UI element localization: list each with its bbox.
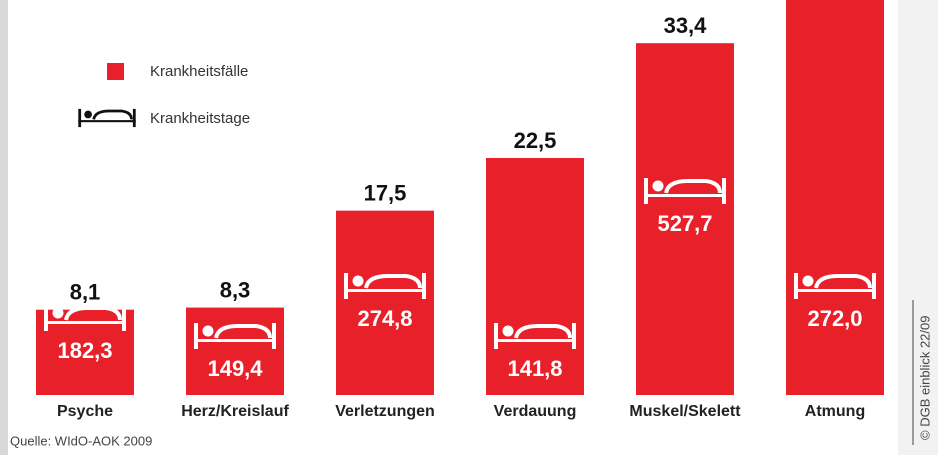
- bed-frame: [78, 120, 136, 123]
- value-label: 22,5: [514, 128, 557, 153]
- bar: [786, 0, 884, 396]
- right-strip: [898, 0, 938, 455]
- left-strip: [0, 0, 8, 455]
- value-label: 8,1: [70, 279, 101, 304]
- bed-head: [84, 110, 92, 119]
- bed-blanket: [64, 306, 122, 321]
- bed-blanket: [364, 274, 422, 289]
- bed-head: [352, 275, 364, 287]
- x-tick-label: Verdauung: [494, 403, 577, 420]
- x-tick-label: Herz/Kreislauf: [181, 403, 289, 420]
- bed-blanket: [214, 324, 272, 339]
- value-label: 8,3: [220, 277, 251, 302]
- bed-post: [644, 178, 648, 204]
- bed-post: [422, 273, 426, 299]
- x-tick-label: Muskel/Skelett: [629, 403, 741, 420]
- bed-icon: [644, 178, 726, 204]
- bed-frame: [44, 321, 126, 324]
- bed-blanket: [664, 179, 722, 194]
- bed-post: [722, 178, 726, 204]
- bed-icon: [344, 273, 426, 299]
- bed-frame: [344, 289, 426, 292]
- bed-head: [802, 275, 814, 287]
- value-label: 33,4: [664, 13, 708, 38]
- inner-value-label: 182,3: [57, 338, 112, 363]
- bed-icon: [194, 323, 276, 349]
- bed-blanket: [814, 274, 872, 289]
- bed-head: [202, 325, 214, 337]
- bed-head: [652, 180, 664, 192]
- bar: [486, 158, 584, 395]
- bed-post: [872, 273, 876, 299]
- bar: [636, 43, 734, 395]
- bed-blanket: [514, 324, 572, 339]
- value-label: 17,5: [364, 180, 407, 205]
- x-tick-label: Atmung: [805, 403, 865, 420]
- bed-post: [44, 305, 48, 331]
- bed-frame: [494, 339, 576, 342]
- inner-value-label: 274,8: [357, 306, 412, 331]
- inner-value-label: 272,0: [807, 306, 862, 331]
- bar: [186, 307, 284, 395]
- bed-post: [272, 323, 276, 349]
- inner-value-label: 527,7: [657, 211, 712, 236]
- bed-frame: [794, 289, 876, 292]
- bed-post: [344, 273, 348, 299]
- legend-icon: [78, 108, 136, 128]
- legend-label: Krankheitsfälle: [150, 63, 248, 80]
- source: Quelle: WIdO-AOK 2009: [10, 433, 152, 448]
- bed-post: [78, 108, 82, 128]
- bar: [336, 210, 434, 395]
- bed-icon: [794, 273, 876, 299]
- legend-swatch: [107, 63, 124, 80]
- inner-value-label: 149,4: [207, 356, 263, 381]
- x-tick-label: Verletzungen: [335, 403, 435, 420]
- inner-value-label: 141,8: [507, 356, 562, 381]
- credit: © DGB einblick 22/09: [917, 316, 932, 440]
- bed-post: [494, 323, 498, 349]
- bed-icon: [44, 305, 126, 331]
- bed-post: [194, 323, 198, 349]
- bed-post: [572, 323, 576, 349]
- bed-head: [52, 307, 64, 319]
- bed-head: [502, 325, 514, 337]
- bed-post: [122, 305, 126, 331]
- bed-blanket: [92, 109, 133, 120]
- bed-post: [132, 108, 136, 128]
- bed-frame: [644, 194, 726, 197]
- legend-label: Krankheitstage: [150, 110, 250, 127]
- bed-icon: [494, 323, 576, 349]
- bed-frame: [194, 339, 276, 342]
- bed-post: [794, 273, 798, 299]
- x-tick-label: Psyche: [57, 403, 113, 420]
